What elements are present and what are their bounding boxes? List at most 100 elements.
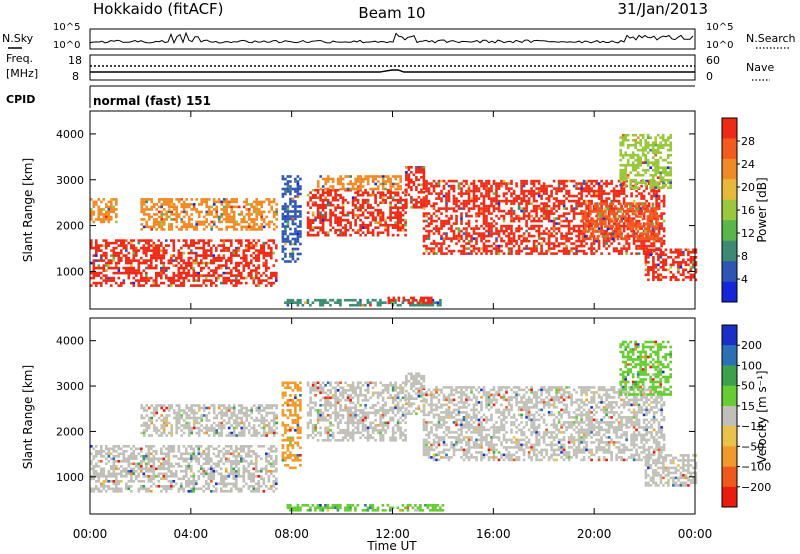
power-cell [195, 284, 198, 287]
power-cell [225, 198, 228, 201]
power-cell [180, 198, 183, 201]
power-cell [629, 205, 632, 208]
power-cell [150, 198, 153, 201]
power-cell [617, 192, 621, 195]
power-cell [532, 197, 536, 200]
power-cell [656, 176, 660, 179]
power-cell [440, 242, 443, 245]
velocity-cell [100, 470, 103, 473]
power-cell [92, 246, 96, 250]
velocity-cell [97, 460, 101, 463]
power-cell [654, 141, 657, 144]
power-cell [477, 247, 481, 250]
power-cell [152, 205, 156, 209]
power-cell [515, 242, 518, 245]
power-cell [404, 211, 407, 214]
power-cell [577, 224, 581, 228]
power-cell [527, 202, 531, 205]
power-cell [565, 234, 568, 238]
power-cell [649, 148, 652, 152]
power-cell [605, 199, 608, 203]
power-cell [361, 191, 365, 194]
power-cell [684, 248, 688, 252]
power-cell [110, 208, 113, 211]
power-cell [321, 213, 325, 217]
power-cell [319, 221, 322, 224]
power-cell [346, 182, 350, 186]
power-cell [634, 158, 637, 162]
power-cell [389, 180, 392, 183]
power-cell [537, 192, 541, 195]
power-cell [235, 276, 238, 280]
power-cell [374, 175, 377, 178]
power-cell [490, 232, 493, 235]
power-cell [565, 192, 568, 195]
velocity-cell [112, 490, 116, 493]
power-cell [495, 202, 498, 205]
power-cell [669, 248, 673, 252]
power-cell [247, 241, 251, 245]
power-cell [281, 195, 285, 198]
power-cell [255, 274, 258, 277]
power-cell [250, 246, 253, 250]
power-cell [399, 226, 402, 229]
velocity-cell [132, 445, 136, 448]
power-cell [376, 203, 380, 207]
power-cell [202, 251, 206, 255]
power-cell [354, 206, 357, 209]
power-cell [192, 259, 196, 262]
power-cell [316, 180, 320, 183]
power-cell [331, 187, 335, 191]
power-cell [389, 201, 392, 204]
power-cell [565, 237, 568, 240]
power-cell [567, 192, 571, 195]
power-cell [321, 303, 325, 307]
power-cell [626, 202, 630, 206]
power-cell [180, 205, 183, 209]
velocity-cell [92, 467, 96, 471]
velocity-cell [180, 455, 183, 458]
power-cell [500, 244, 503, 248]
power-cell [532, 207, 536, 210]
power-cell [270, 200, 273, 204]
power-cell [162, 203, 166, 206]
velocity-cell [117, 455, 121, 458]
velocity-cell [115, 490, 118, 493]
power-cell [689, 273, 693, 277]
power-cell [232, 215, 236, 219]
power-cell [654, 163, 657, 167]
velocity-cell [177, 457, 181, 461]
power-cell [639, 161, 642, 164]
power-cell [329, 185, 332, 188]
power-cell [425, 224, 428, 228]
velocity-cell [162, 477, 166, 481]
velocity-cell [132, 457, 136, 461]
power-cell [477, 189, 481, 193]
power-cell [581, 215, 585, 218]
power-cell [634, 212, 637, 216]
power-cell [537, 194, 541, 198]
power-cell [240, 276, 243, 280]
power-cell [324, 301, 327, 304]
power-cell [662, 204, 666, 208]
power-cell [639, 237, 642, 241]
power-cell [515, 194, 518, 198]
power-cell [650, 219, 653, 223]
velocity-cell [170, 470, 173, 473]
power-cell [480, 247, 483, 250]
velocity-cell [190, 452, 193, 456]
power-cell [597, 187, 601, 190]
power-cell [102, 244, 106, 247]
power-cell [157, 215, 161, 219]
power-cell [212, 223, 216, 226]
power-cell [621, 215, 625, 218]
power-cell [291, 197, 295, 201]
power-cell [535, 244, 538, 248]
power-cell [682, 258, 685, 262]
power-cell [364, 177, 367, 181]
power-cell [105, 218, 108, 221]
power-cell [645, 187, 648, 190]
power-cell [585, 189, 588, 193]
power-cell [597, 182, 601, 185]
power-cell [227, 276, 231, 280]
